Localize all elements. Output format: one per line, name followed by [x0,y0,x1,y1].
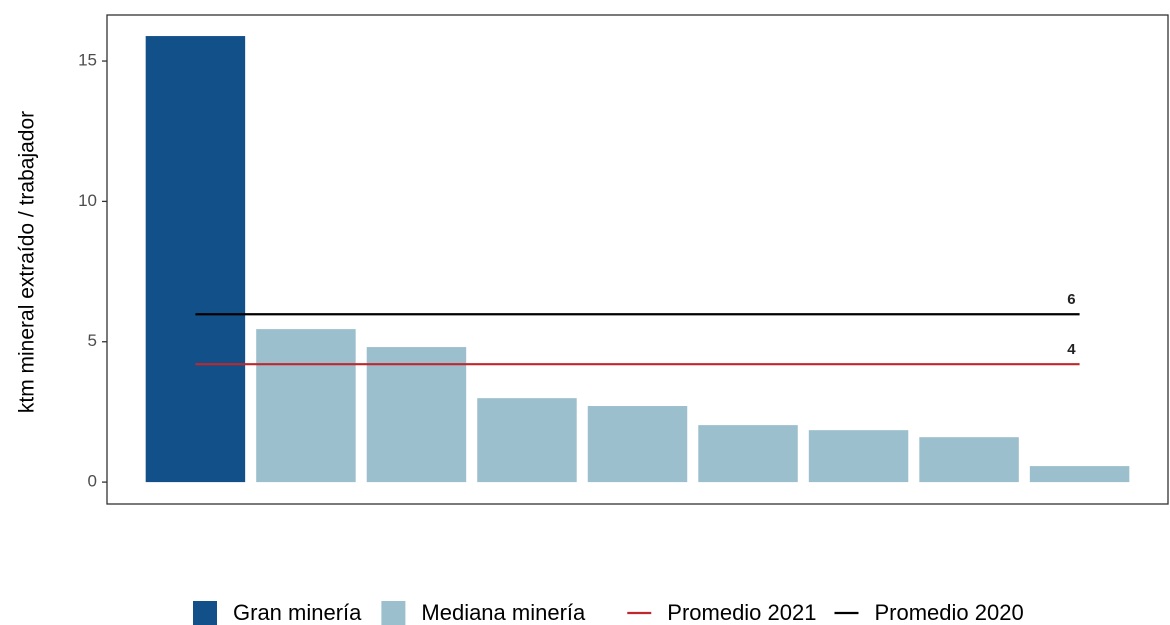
y-tick-label: 5 [88,331,97,350]
plot-border [106,14,1169,505]
bar [587,406,688,483]
bar [366,347,467,483]
average-label: 4 [1067,341,1076,358]
bar [256,329,356,483]
bar [808,430,909,483]
bar [477,398,577,483]
average-label: 6 [1067,291,1075,308]
y-tick-label: 10 [78,191,97,210]
legend-label: Promedio 2020 [874,600,1023,625]
legend-label: Gran minería [233,600,362,625]
legend-label: Promedio 2021 [667,600,816,625]
bar [1029,466,1130,483]
y-tick-label: 0 [88,472,97,491]
legend-label: Mediana minería [421,600,586,625]
bar [698,425,798,483]
bar [145,36,246,483]
legend-key [193,601,217,625]
y-axis-label: ktm mineral extraído / trabajador [16,111,39,413]
y-tick-label: 15 [78,51,97,70]
bar [919,437,1019,483]
legend-key [381,601,406,625]
